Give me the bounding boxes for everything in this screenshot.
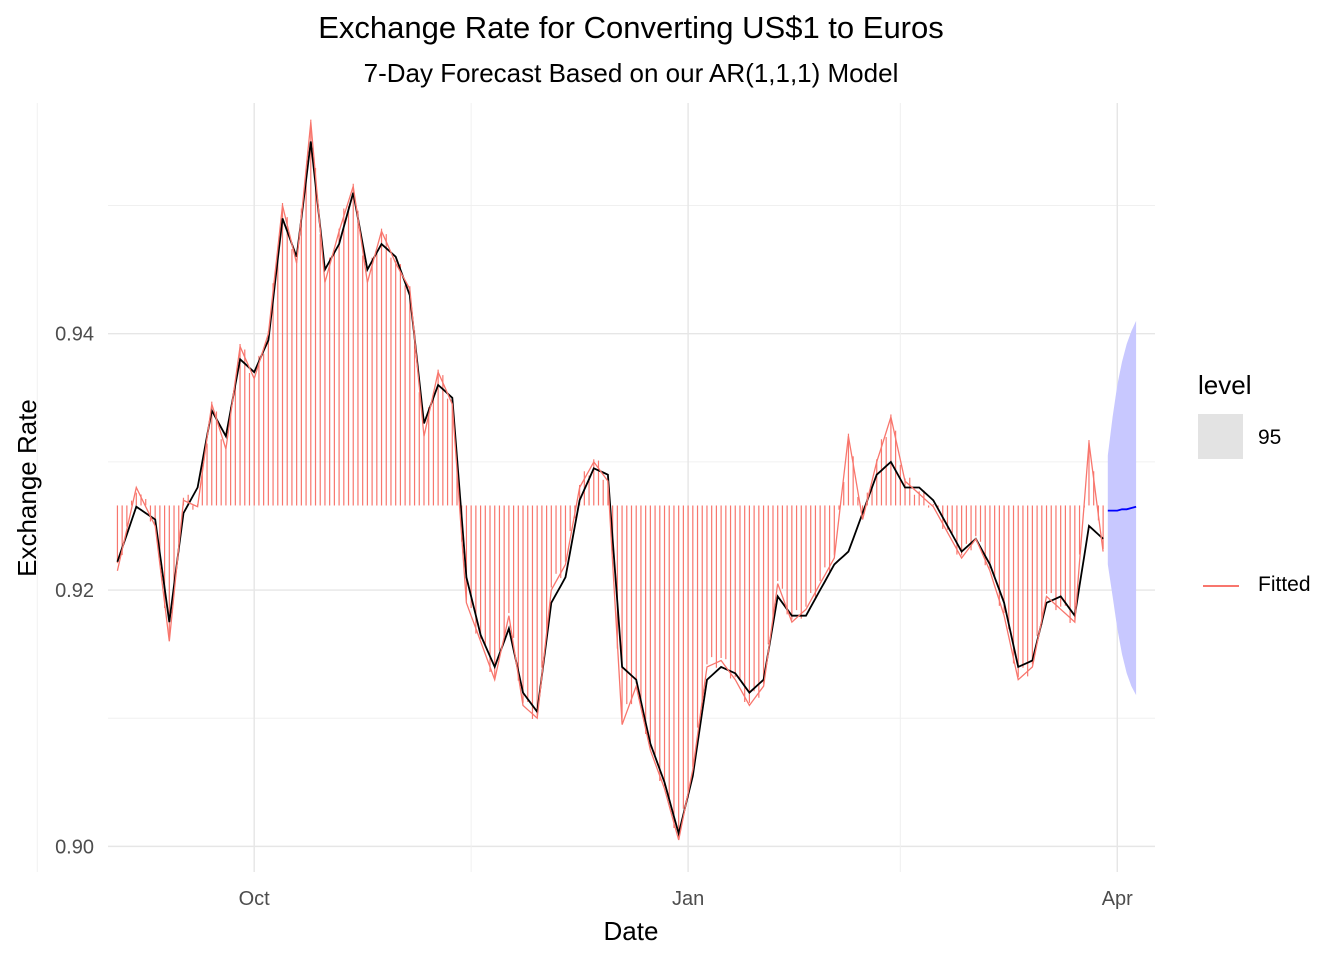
x-tick-label: Jan — [672, 888, 704, 910]
x-tick-label: Oct — [239, 888, 271, 910]
legend-interval-swatch — [1198, 414, 1243, 459]
legend-fitted-swatch — [1203, 585, 1239, 587]
fitted-series-line — [116, 122, 1104, 841]
x-tick-label: Apr — [1102, 888, 1133, 910]
tick-labels: 0.90 0.92 0.94 Oct Jan Apr — [55, 324, 1133, 910]
actual-series-line — [116, 141, 1104, 838]
forecast-mean-line — [1107, 505, 1137, 512]
chart-marks — [116, 119, 1137, 841]
y-tick-label: 0.94 — [55, 324, 94, 346]
legend-title: level — [1198, 370, 1252, 400]
chart-subtitle: 7-Day Forecast Based on our AR(1,1,1) Mo… — [363, 58, 899, 88]
legend-fitted-label: Fitted — [1258, 573, 1311, 596]
y-tick-label: 0.90 — [55, 836, 94, 858]
x-axis-title: Date — [604, 916, 659, 946]
chart-title: Exchange Rate for Converting US$1 to Eur… — [318, 10, 944, 45]
y-tick-label: 0.92 — [55, 580, 94, 602]
grid-lines — [36, 103, 1155, 872]
y-axis-title: Exchange Rate — [12, 399, 42, 577]
forecast-interval-ribbon — [1107, 320, 1137, 696]
legend-interval-label: 95 — [1258, 426, 1282, 449]
